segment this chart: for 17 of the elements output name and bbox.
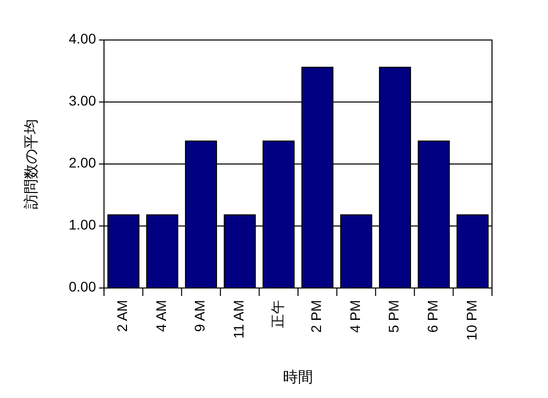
y-tick-label: 3.00: [68, 92, 96, 109]
x-tick-label: 2 PM: [308, 300, 324, 333]
x-tick-label: 正午: [269, 300, 286, 328]
x-tick-label: 6 PM: [424, 300, 441, 333]
x-tick-label: 5 PM: [386, 300, 402, 333]
x-axis-title: 時間: [283, 369, 313, 386]
x-tick-label: 4 AM: [152, 300, 169, 332]
x-tick-label: 2 AM: [114, 300, 130, 332]
x-tick-label: 10 PM: [463, 300, 480, 340]
y-tick-label: 2.00: [68, 154, 96, 171]
x-tick-label: 4 PM: [346, 300, 363, 333]
x-tick-label: 9 AM: [192, 300, 208, 332]
y-axis-title: 訪問数の平均: [23, 119, 40, 209]
y-tick-label: 0.00: [68, 278, 96, 295]
y-tick-label: 4.00: [68, 30, 96, 47]
x-tick-label: 11 AM: [230, 300, 247, 339]
y-tick-label: 1.00: [68, 216, 96, 233]
